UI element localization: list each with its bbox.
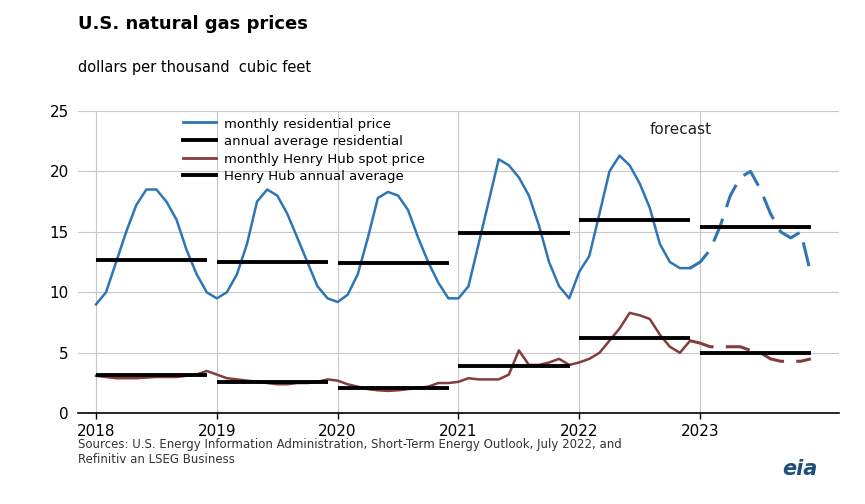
Text: Sources: U.S. Energy Information Administration, Short-Term Energy Outlook, July: Sources: U.S. Energy Information Adminis… xyxy=(78,438,622,467)
Text: eia: eia xyxy=(782,459,817,479)
Text: dollars per thousand  cubic feet: dollars per thousand cubic feet xyxy=(78,60,311,76)
Text: U.S. natural gas prices: U.S. natural gas prices xyxy=(78,15,308,33)
Text: forecast: forecast xyxy=(650,121,712,137)
Legend: monthly residential price, annual average residential, monthly Henry Hub spot pr: monthly residential price, annual averag… xyxy=(183,117,426,183)
